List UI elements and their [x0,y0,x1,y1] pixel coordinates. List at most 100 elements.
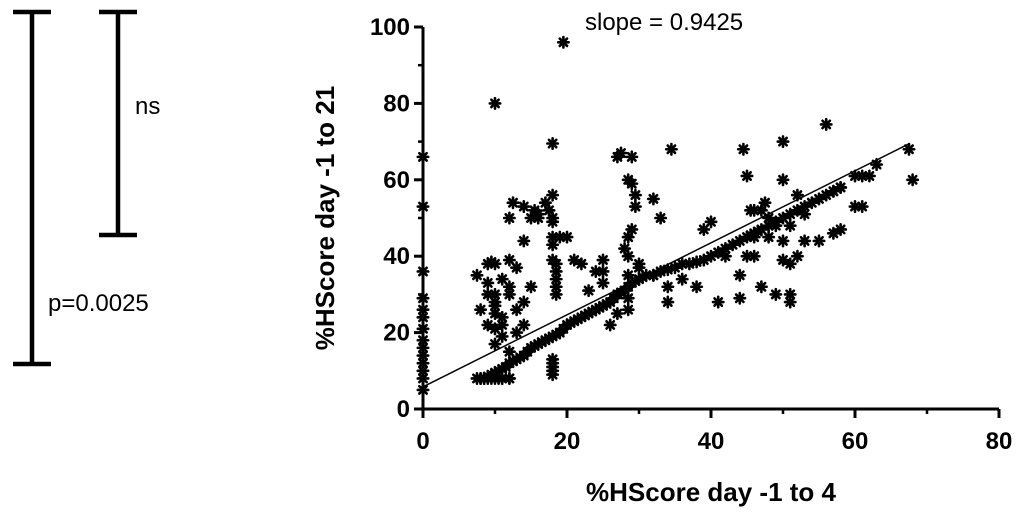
data-point [711,295,725,309]
data-point [416,364,430,378]
data-point [783,257,797,271]
data-point [902,142,916,156]
y-tick-label: 0 [397,396,410,423]
data-point [790,203,804,217]
data-point [416,349,430,363]
y-ticks: 0 20 40 60 80 100 [370,14,423,423]
data-point [744,203,758,217]
y-tick-label: 20 [383,320,410,347]
data-point [510,326,524,340]
data-point [736,142,750,156]
data-point [805,196,819,210]
data-point [517,200,531,214]
data-point [632,261,646,275]
x-ticks: 0 20 40 60 80 [416,409,1012,455]
data-point [711,245,725,259]
y-tick-label: 60 [383,167,410,194]
data-point [740,169,754,183]
data-point [517,318,531,332]
data-point [510,261,524,275]
data-point [416,150,430,164]
data-point [776,135,790,149]
data-point [416,371,430,385]
data-point [690,280,704,294]
data-point [556,35,570,49]
regression-line [422,143,910,388]
data-point [546,188,560,202]
data-point [596,264,610,278]
data-point [416,322,430,336]
data-point [783,219,797,233]
data-point [484,255,498,269]
data-point [798,234,812,248]
data-point [747,230,761,244]
data-point [776,234,790,248]
data-point [614,146,628,160]
comparison-bar-long [13,9,51,367]
data-point [834,180,848,194]
data-point [733,268,747,282]
data-point [488,306,502,321]
x-tick-label: 20 [554,428,581,455]
data-point [826,184,840,198]
data-point [769,219,783,233]
data-point [481,318,495,332]
data-point [481,276,495,290]
x-tick-label: 0 [416,428,429,455]
data-point [502,280,516,294]
y-axis-label: %HScore day -1 to 21 [310,86,340,350]
data-point [510,303,524,317]
data-point [474,303,488,317]
data-point [416,383,430,397]
y-tick-label: 100 [370,14,410,41]
data-point [819,117,833,131]
data-point [812,234,826,248]
data-point [470,268,484,282]
data-point [517,295,531,309]
comparison-bar-short [99,9,137,238]
data-point [416,200,430,214]
data-point [654,211,668,225]
data-point [747,249,761,263]
data-point [769,287,783,301]
data-point [906,173,920,187]
data-point [502,371,516,385]
data-point [664,142,678,156]
data-point [790,249,804,263]
data-point [502,253,516,267]
data-point [754,280,768,294]
data-point [834,222,848,236]
y-tick-label: 80 [383,90,410,117]
data-point [542,203,556,217]
data-point [862,169,876,183]
data-point [488,287,502,301]
data-point [697,253,711,267]
data-point [621,268,635,282]
data-point [628,188,642,202]
data-point [416,264,430,278]
data-point [416,310,430,324]
data-point [762,211,776,225]
data-point [560,230,574,244]
data-point [621,291,635,305]
x-tick-label: 40 [698,428,725,455]
data-point [524,280,538,294]
data-point [855,169,869,183]
data-point [758,196,772,210]
data-point [790,188,804,202]
data-point [517,234,531,248]
data-point [596,276,610,290]
data-point [506,196,520,210]
data-point [718,249,732,263]
data-point [639,268,653,282]
data-point [495,329,509,343]
x-tick-label: 60 [842,428,869,455]
data-point [549,264,563,278]
data-point [621,173,635,187]
data-point [798,207,812,221]
data-point [704,215,718,229]
data-point [618,242,632,256]
data-point [481,287,495,301]
data-point [625,222,639,236]
